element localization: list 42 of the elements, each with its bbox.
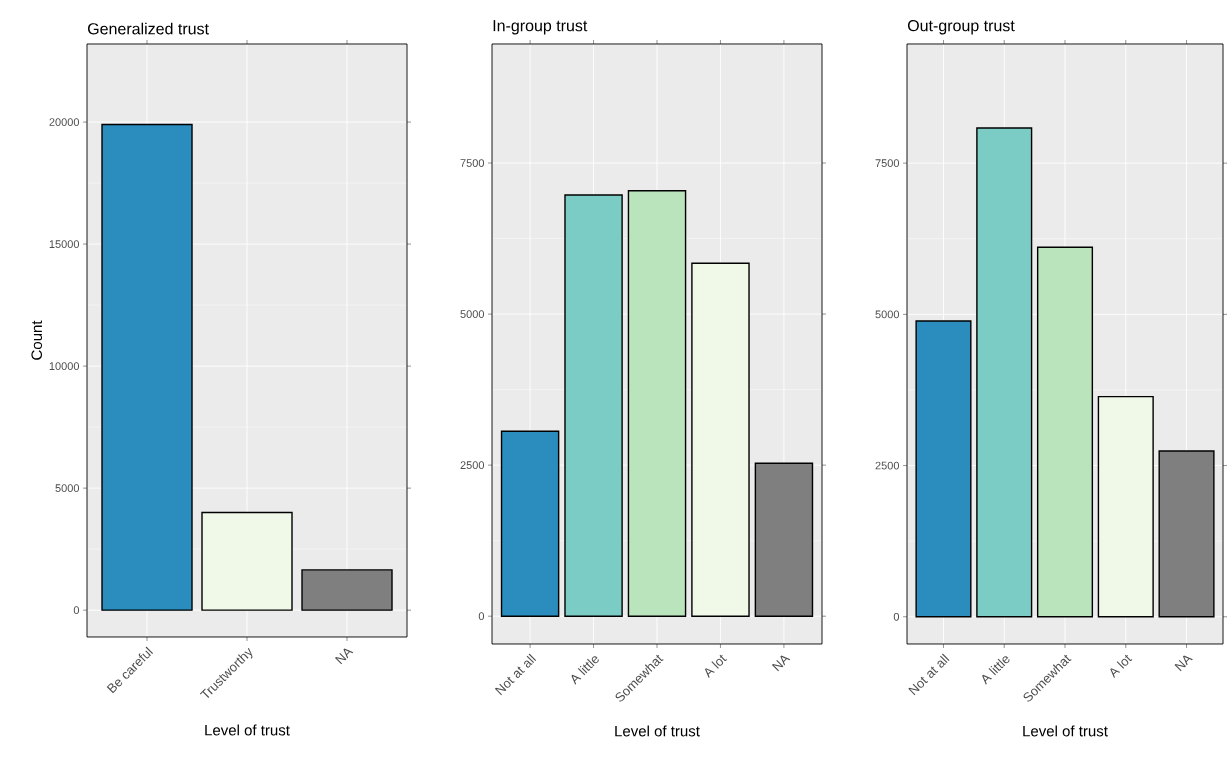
bar — [915, 320, 972, 618]
x-axis-title: Level of trust — [205, 724, 290, 736]
bar — [1097, 395, 1154, 618]
bar — [301, 569, 393, 611]
chart-title: In-group trust — [493, 20, 588, 35]
chart-title: Generalized trust — [88, 22, 209, 35]
bar — [201, 511, 293, 611]
bar — [627, 190, 687, 617]
bar — [1036, 246, 1094, 618]
bar — [691, 262, 750, 617]
bar — [754, 462, 814, 617]
y-axis-title: Count — [31, 320, 43, 360]
y-tick-label: 15000 — [49, 240, 80, 248]
x-tick-label: NA — [1174, 655, 1193, 672]
x-tick-label: Not at all — [494, 653, 537, 696]
y-tick-label: 2500 — [875, 461, 900, 470]
bar — [500, 430, 560, 617]
y-tick-label: 0 — [893, 612, 900, 621]
x-tick-label: A little — [571, 656, 599, 685]
y-tick-label: 5000 — [55, 484, 80, 493]
chart-title: Out-group trust — [907, 19, 1015, 35]
bar — [976, 127, 1033, 618]
y-tick-label: 0 — [478, 612, 485, 621]
bar — [1158, 450, 1215, 618]
x-tick-label: Not at all — [908, 653, 950, 696]
y-tick-label: 7500 — [875, 159, 900, 168]
y-tick-label: 5000 — [875, 310, 900, 319]
x-tick-label: A little — [982, 656, 1010, 685]
x-tick-label: NA — [335, 648, 354, 665]
bar — [564, 194, 623, 617]
x-tick-label: A lot — [705, 654, 728, 679]
y-tick-label: 7500 — [460, 159, 485, 167]
x-tick-label: A lot — [1110, 654, 1133, 679]
y-tick-label: 5000 — [460, 310, 485, 318]
y-tick-label: 2500 — [460, 461, 485, 470]
y-tick-label: 10000 — [49, 362, 80, 371]
x-tick-label: NA — [771, 655, 791, 672]
x-axis-title: Level of trust — [615, 725, 700, 737]
x-axis-title: Level of trust — [1023, 725, 1108, 737]
y-tick-label: 0 — [73, 606, 80, 615]
y-tick-label: 20000 — [49, 118, 80, 126]
bar — [101, 123, 193, 611]
